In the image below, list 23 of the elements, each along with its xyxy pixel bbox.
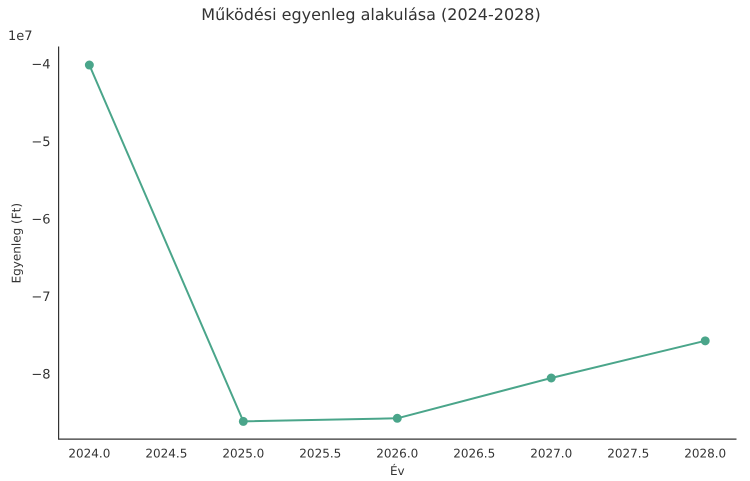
point	[700, 336, 710, 346]
y-tick-label: −4	[31, 57, 51, 72]
x-tick-label: 2024.0	[68, 446, 110, 461]
x-tick-label: 2025.5	[299, 446, 342, 461]
point	[238, 416, 248, 426]
point	[546, 374, 556, 382]
x-tick-label: 2026.5	[453, 446, 496, 461]
x-tick-label: 2027.0	[530, 446, 572, 461]
x-axis-title: Év	[390, 462, 405, 478]
y-tick-label: −8	[31, 367, 51, 382]
x-tick-label: 2024.5	[145, 446, 188, 461]
text: 1e7	[8, 29, 33, 44]
y-tick-label: −5	[31, 134, 51, 150]
chart-title: Működési egyenleg alakulása (2024-2028)	[201, 4, 541, 24]
y-tick-label: −6	[31, 212, 51, 228]
point	[84, 60, 94, 70]
y-tick-label: −7	[31, 290, 51, 305]
x-tick-label: 2028.0	[684, 446, 726, 461]
y-axis-title: Egyenleg (Ft)	[9, 202, 24, 284]
x-tick-label: 2025.0	[222, 446, 264, 461]
x-tick-label: 2027.5	[607, 446, 650, 461]
x-tick-label: 2026.0	[376, 446, 418, 461]
point	[392, 414, 402, 423]
